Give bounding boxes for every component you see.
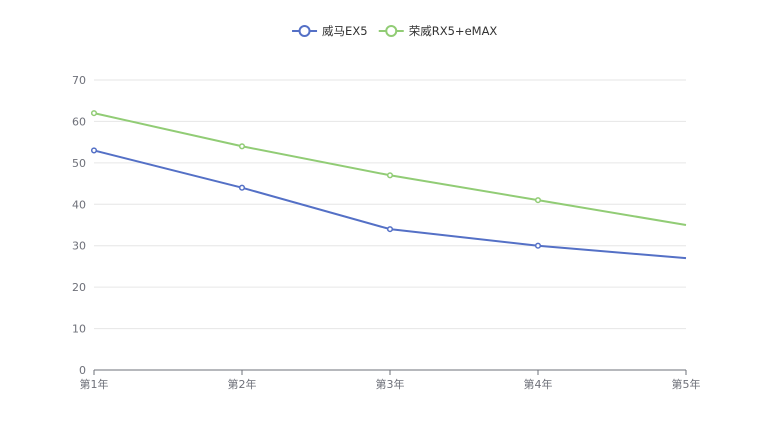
data-point[interactable] [386,172,394,179]
y-tick-label: 50 [72,157,86,170]
y-tick-label: 0 [79,364,86,377]
data-point[interactable] [534,242,542,249]
series-line-2 [93,112,687,226]
legend: 威马EX5 荣威RX5+eMAX [292,24,497,38]
grid-lines [94,79,686,330]
data-point[interactable] [238,143,246,150]
x-tick-label: 第4年 [524,377,553,391]
x-tick-label: 第1年 [80,377,109,391]
legend-item-2[interactable]: 荣威RX5+eMAX [378,24,498,38]
y-tick-label: 10 [72,323,86,336]
data-point[interactable] [386,226,394,233]
legend-item-1[interactable]: 威马EX5 [292,24,368,38]
y-tick-label: 30 [72,240,86,253]
legend-circle-icon [298,25,311,37]
y-tick-label: 70 [72,74,86,87]
x-tick-label: 第2年 [228,377,257,391]
y-tick-label: 60 [72,115,86,128]
legend-label: 威马EX5 [322,24,367,38]
data-point[interactable] [534,197,542,204]
data-point[interactable] [90,147,98,154]
legend-circle-icon [385,25,398,37]
data-point[interactable] [90,110,98,117]
x-tick-label: 第5年 [672,377,701,391]
y-tick-label: 20 [72,281,86,294]
legend-label: 荣威RX5+eMAX [409,24,498,38]
axes: 0 10 20 30 40 50 60 70 第1年 第2年 第3年 第4年 第5年 [72,74,701,391]
x-tick-label: 第3年 [376,377,405,391]
series-layer [90,110,687,260]
y-tick-label: 40 [72,198,86,211]
data-point[interactable] [238,184,246,191]
